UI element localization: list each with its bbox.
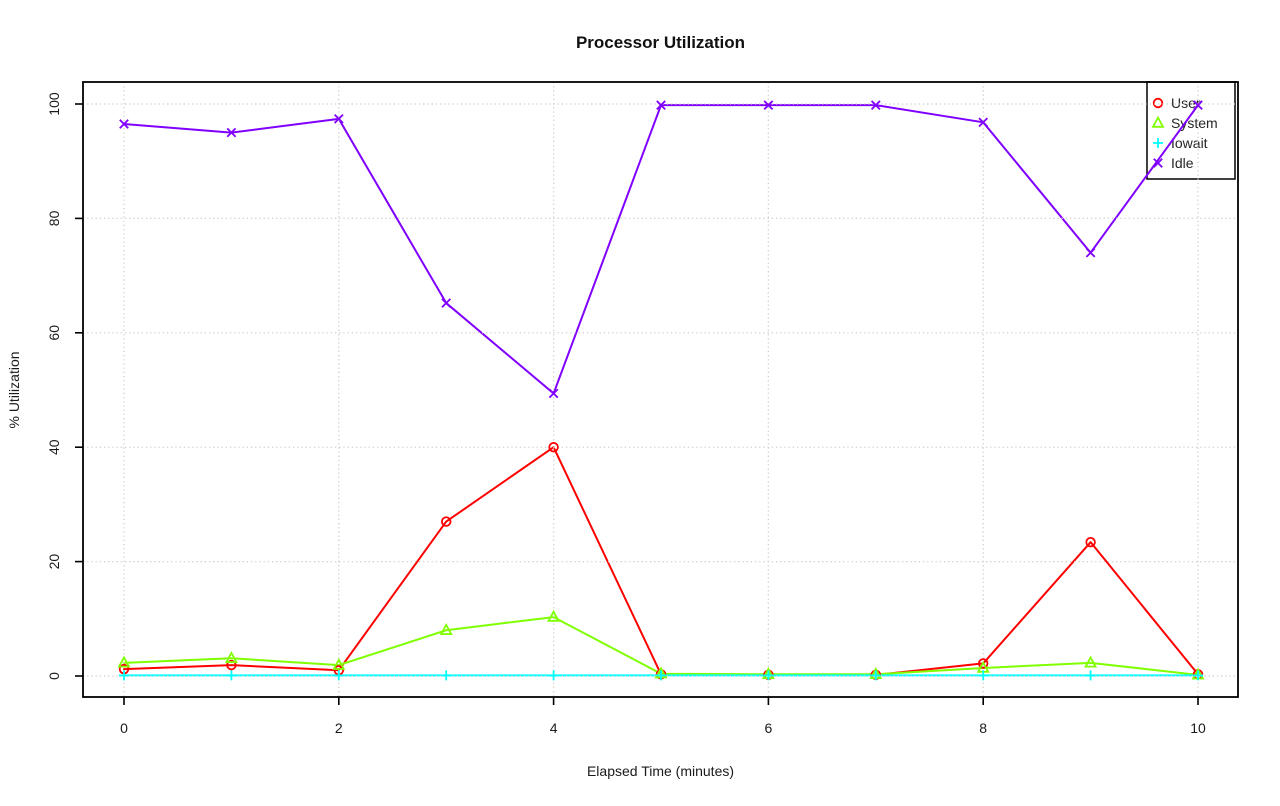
point-user [978, 658, 989, 669]
y-tick-label: 100 [46, 92, 62, 116]
x-axis: 0 2 4 6 8 10 [120, 697, 1206, 736]
point-system [1084, 655, 1098, 668]
point-system [332, 657, 346, 670]
point-idle [870, 100, 881, 110]
chart-title: Processor Utilization [575, 33, 746, 52]
legend: User System Iowait Idle [1146, 81, 1236, 180]
markers-system [117, 609, 1205, 680]
point-system [224, 650, 238, 663]
point-iowait [870, 670, 881, 681]
legend-marker-circle-icon [1152, 97, 1164, 109]
legend-label-system: System [1171, 115, 1218, 131]
markers-iowait [119, 670, 1203, 681]
point-iowait [1085, 670, 1096, 681]
y-tick-label: 60 [46, 325, 62, 341]
point-iowait [978, 670, 989, 681]
point-idle [1193, 100, 1203, 110]
x-axis-title: Elapsed Time (minutes) [586, 763, 735, 779]
point-user [548, 442, 559, 453]
point-idle [333, 114, 344, 124]
y-tick-label: 40 [46, 439, 62, 455]
legend-label-user: User [1171, 95, 1201, 111]
point-iowait [226, 670, 237, 681]
point-iowait [119, 670, 129, 681]
point-idle [763, 100, 774, 110]
gridlines-over [83, 82, 1238, 697]
y-tick-label: 20 [46, 554, 62, 570]
legend-label-idle: Idle [1171, 155, 1194, 171]
point-idle [1085, 247, 1096, 258]
point-idle [119, 119, 129, 129]
point-user [441, 516, 452, 527]
point-system [117, 655, 131, 668]
x-tick-label: 8 [979, 720, 987, 736]
point-idle [978, 117, 989, 128]
legend-marker-x-icon [1153, 158, 1163, 168]
point-iowait [548, 670, 559, 681]
legend-marker-plus-icon [1153, 138, 1163, 148]
y-axis: 0 20 40 60 80 100 [46, 92, 83, 680]
x-tick-label: 0 [120, 720, 128, 736]
x-tick-label: 10 [1190, 720, 1206, 736]
legend-marker-triangle-icon [1151, 115, 1165, 128]
x-tick-label: 2 [335, 720, 343, 736]
markers-user [118, 442, 1204, 681]
gridlines-under [83, 82, 1238, 697]
series-line-idle [123, 104, 1199, 395]
point-user [1085, 536, 1096, 548]
y-tick-label: 0 [46, 672, 62, 680]
plot-border [82, 81, 1239, 698]
point-iowait [656, 670, 666, 681]
point-system [547, 609, 561, 622]
point-iowait [441, 670, 452, 681]
point-iowait [1193, 670, 1203, 681]
series-line-system [123, 616, 1199, 676]
point-iowait [333, 670, 344, 681]
point-system [439, 622, 453, 635]
point-idle [226, 127, 237, 138]
legend-label-iowait: Iowait [1171, 135, 1208, 151]
y-axis-title: % Utilization [6, 351, 22, 429]
point-idle [656, 100, 666, 110]
x-tick-label: 4 [550, 720, 558, 736]
markers-idle [119, 100, 1203, 399]
x-tick-label: 6 [765, 720, 773, 736]
point-iowait [763, 670, 774, 681]
point-user [226, 659, 237, 671]
y-tick-label: 80 [46, 210, 62, 226]
point-idle [441, 298, 452, 308]
point-idle [548, 388, 559, 399]
